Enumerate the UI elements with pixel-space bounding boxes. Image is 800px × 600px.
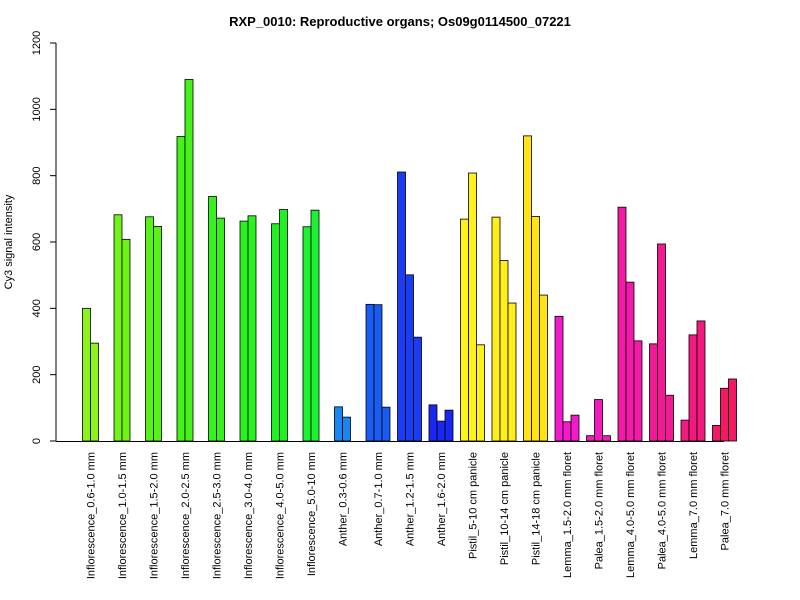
- bar: [302, 226, 312, 442]
- bar: [625, 281, 635, 442]
- x-category-label: Inflorescence_4.0-5.0 mm: [275, 452, 287, 579]
- x-category-label: Pistil_14-18 cm panicle: [531, 452, 543, 565]
- x-category-label: Inflorescence_5.0-10 mm: [306, 452, 318, 576]
- bar: [208, 196, 217, 442]
- x-category-label: Inflorescence_2.0-2.5 mm: [180, 452, 192, 579]
- bar: [342, 416, 351, 442]
- bar: [153, 226, 162, 442]
- x-category-label: Palea_1.5-2.0 mm floret: [594, 452, 606, 569]
- bar: [428, 404, 438, 442]
- x-category-label: Palea_7.0 mm floret: [720, 452, 732, 550]
- x-category-label: Anther_0.3-0.6 mm: [338, 452, 350, 546]
- bar: [554, 315, 564, 442]
- x-category-label: Lemma_7.0 mm floret: [688, 452, 700, 559]
- bar: [145, 216, 154, 442]
- x-category-label: Inflorescence_0.6-1.0 mm: [86, 452, 98, 579]
- bar: [271, 223, 280, 442]
- bar: [365, 303, 375, 442]
- x-category-label: Anther_0.7-1.0 mm: [373, 452, 385, 546]
- bar: [523, 135, 532, 442]
- bar: [507, 302, 517, 442]
- x-category-label: Anther_1.2-1.5 mm: [405, 452, 417, 546]
- bar: [381, 406, 391, 442]
- category-labels: Inflorescence_0.6-1.0 mm Inflorescence_1.…: [86, 452, 732, 579]
- bar: [617, 206, 627, 442]
- bar: [121, 238, 131, 442]
- bar: [476, 344, 485, 442]
- bar: [491, 216, 501, 442]
- bar: [397, 171, 406, 442]
- bar: [239, 220, 249, 442]
- bar: [531, 216, 540, 442]
- y-axis-label: Cy3 signal intensity: [3, 194, 15, 289]
- bar: [633, 340, 643, 442]
- bar: [468, 172, 477, 442]
- bar: [602, 435, 611, 442]
- bar: [728, 378, 737, 442]
- bar: [334, 406, 343, 442]
- bar: [310, 209, 320, 442]
- bar: [649, 343, 658, 442]
- x-category-label: Pistil_5-10 cm panicle: [468, 452, 480, 559]
- bar: [657, 243, 666, 442]
- bar: [216, 217, 225, 442]
- x-category-label: Palea_4.0-5.0 mm floret: [657, 452, 669, 569]
- y-tick-label: 400: [31, 299, 43, 317]
- x-category-label: Lemma_1.5-2.0 mm floret: [562, 452, 574, 578]
- y-tick-label: 1000: [31, 97, 43, 121]
- bar: [562, 421, 572, 442]
- bar: [413, 336, 422, 442]
- bar: [720, 387, 729, 442]
- bar: [570, 414, 580, 442]
- bar: [90, 342, 99, 442]
- bar: [373, 304, 383, 442]
- y-tick-label: 0: [31, 438, 43, 444]
- bar: [594, 399, 603, 442]
- y-tick-label: 200: [31, 365, 43, 383]
- bar: [176, 136, 186, 442]
- bar: [586, 435, 595, 442]
- bars: [82, 79, 737, 442]
- y-tick-label: 1200: [31, 31, 43, 55]
- bar: [405, 274, 414, 442]
- y-axis: 0 200 400 600 800 1000 1200: [31, 31, 57, 444]
- chart-title: RXP_0010: Reproductive organs; Os09g0114…: [229, 14, 571, 29]
- x-category-label: Lemma_4.0-5.0 mm floret: [625, 452, 637, 578]
- bar: [444, 409, 454, 442]
- bar: [696, 320, 706, 442]
- bar: [539, 294, 548, 442]
- bar: [499, 260, 509, 442]
- y-tick-label: 600: [31, 233, 43, 251]
- bar: [460, 218, 469, 442]
- bar: [436, 420, 446, 442]
- x-category-label: Inflorescence_1.5-2.0 mm: [149, 452, 161, 579]
- bar: [680, 419, 690, 442]
- x-category-label: Inflorescence_2.5-3.0 mm: [212, 452, 224, 579]
- x-category-label: Anther_1.6-2.0 mm: [436, 452, 448, 546]
- bar: [665, 394, 674, 442]
- x-category-label: Inflorescence_1.0-1.5 mm: [117, 452, 129, 579]
- x-category-label: Pistil_10-14 cm panicle: [499, 452, 511, 565]
- bar: [82, 307, 91, 442]
- bar: [184, 79, 194, 442]
- bar: [247, 215, 257, 442]
- y-tick-label: 800: [31, 166, 43, 184]
- bar: [712, 425, 721, 442]
- bar: [688, 334, 698, 442]
- bar: [279, 209, 288, 442]
- x-category-label: Inflorescence_3.0-4.0 mm: [243, 452, 255, 579]
- bar: [113, 214, 123, 442]
